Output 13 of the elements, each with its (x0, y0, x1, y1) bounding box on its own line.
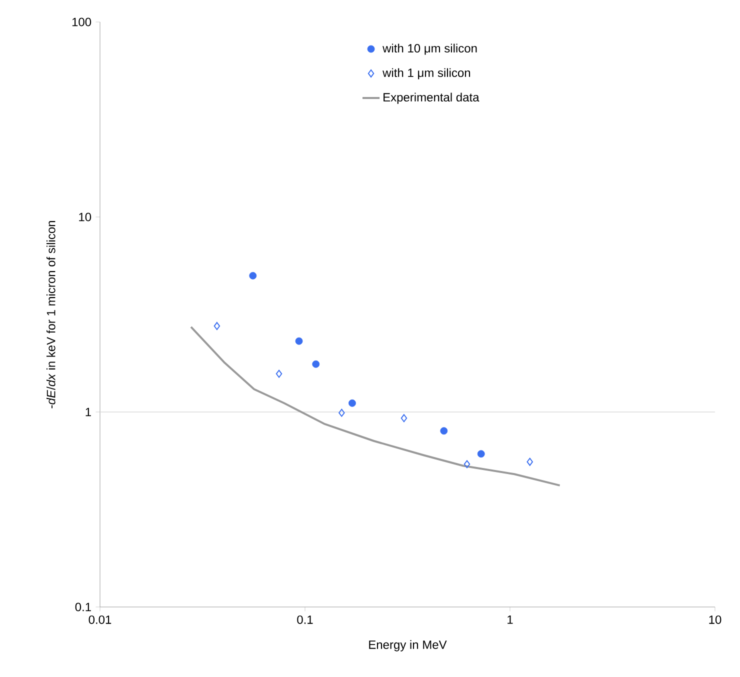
y-tick-label: 100 (72, 18, 92, 26)
x-tick-label: 0.01 (88, 615, 112, 624)
legend-label: with 1 μm silicon (382, 68, 470, 80)
y-tick-label: 1 (86, 408, 91, 416)
y-axis-title: -dE/dx in keV for 1 micron of silicon (46, 221, 56, 408)
y-tick-label: 10 (79, 212, 92, 222)
x-tick-label: 10 (709, 615, 722, 624)
x-tick-label: 1 (508, 615, 513, 624)
x-tick-label: 0.1 (297, 615, 313, 624)
x-axis-title: Energy in MeV (369, 640, 447, 652)
legend-label: Experimental data (384, 92, 480, 104)
y-tick-label: 0.1 (75, 602, 91, 612)
legend-label: with 10 μm silicon (382, 44, 477, 55)
